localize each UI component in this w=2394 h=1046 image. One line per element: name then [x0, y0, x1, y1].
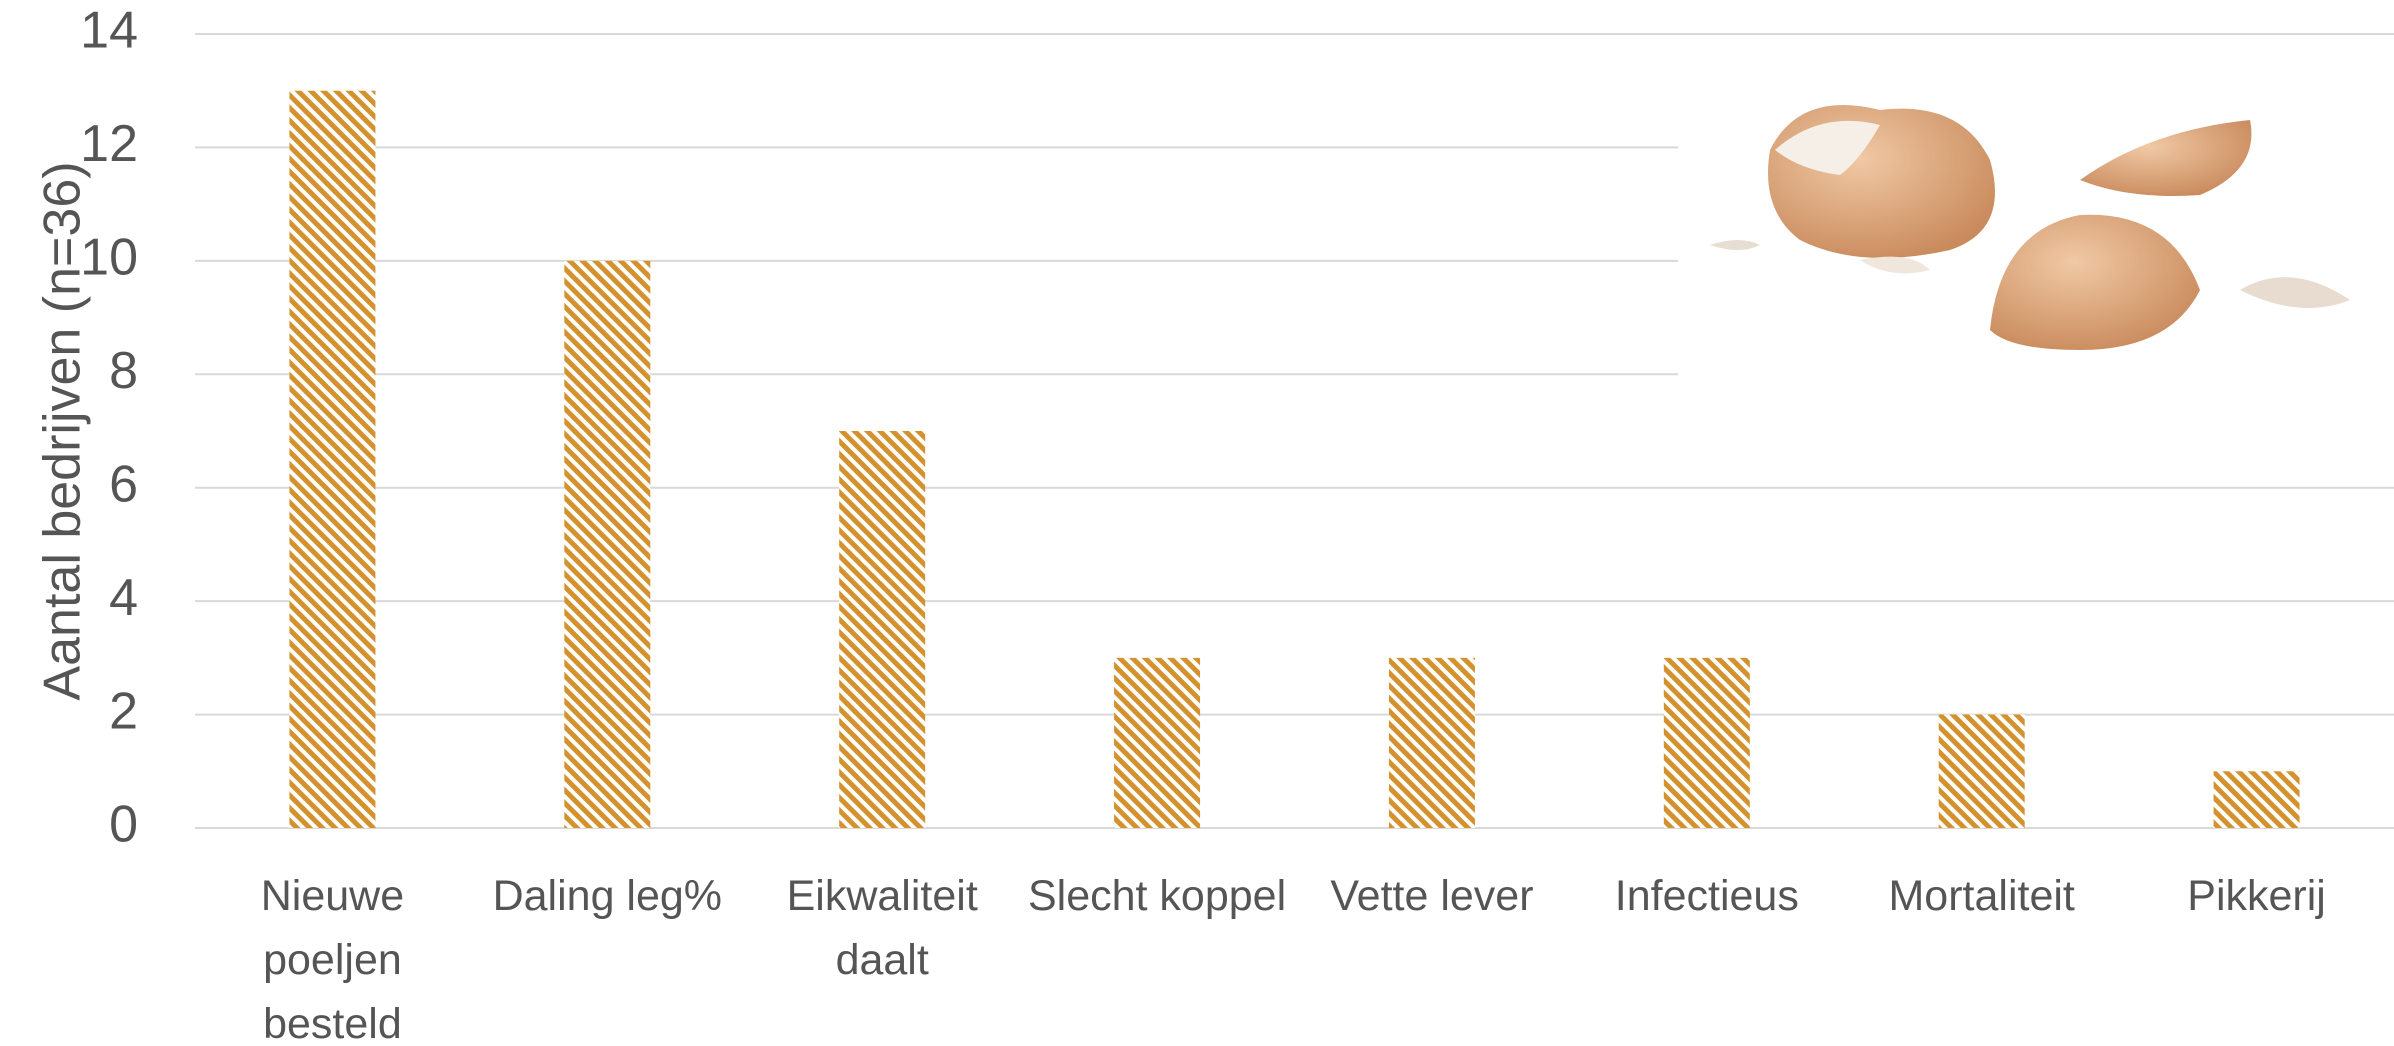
x-tick-label: Eikwaliteit daalt: [786, 872, 978, 984]
y-tick-label: 6: [109, 455, 138, 513]
y-tick-label: 14: [80, 2, 138, 60]
x-tick-label: Slecht koppel: [1027, 872, 1287, 920]
x-tick-label: Mortaliteit: [1888, 872, 2075, 920]
bar: [1114, 657, 1201, 828]
y-tick-label: 8: [109, 342, 138, 400]
bar: [289, 90, 376, 828]
x-tick-label: Infectieus: [1614, 872, 1799, 920]
bar: [839, 431, 926, 828]
y-tick-label: 12: [80, 115, 138, 173]
bar: [1388, 657, 1475, 828]
bar: [1663, 657, 1750, 828]
x-tick-label: Pikkerij: [2187, 872, 2326, 920]
y-tick-label: 4: [109, 569, 138, 627]
y-tick-label: 10: [80, 229, 138, 287]
y-axis-label: Aantal bedrijven (n=36): [34, 161, 92, 700]
y-tick-label: 0: [109, 796, 138, 854]
x-tick-label: Nieuwe poeljen besteld: [260, 872, 405, 1046]
bars: [289, 90, 2300, 828]
eggshell-image: [1678, 55, 2394, 403]
bar: [1938, 714, 2025, 828]
bar: [564, 260, 651, 828]
x-tick-label: Daling leg%: [492, 872, 723, 920]
x-tick-label: Vette lever: [1330, 872, 1534, 920]
bar: [2213, 771, 2300, 828]
y-tick-label: 2: [109, 682, 138, 740]
